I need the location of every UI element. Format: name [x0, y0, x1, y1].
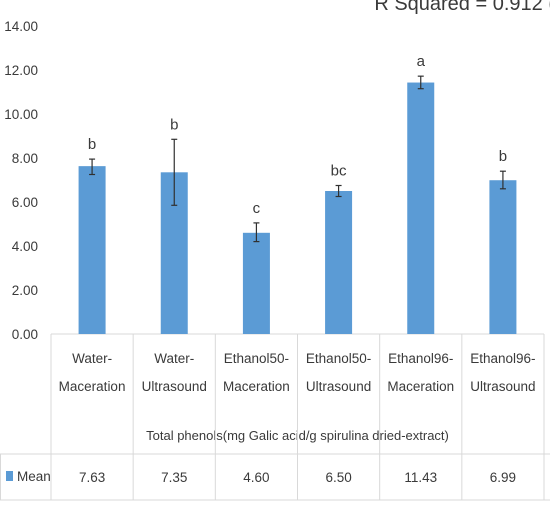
x-tick-label: Ethanol96- — [388, 351, 453, 366]
y-tick-label: 4.00 — [12, 239, 38, 254]
x-tick-label: Water- — [154, 351, 194, 366]
bar — [78, 166, 106, 334]
x-tick-label: Ethanol50- — [306, 351, 371, 366]
x-tick-label: Ethanol50- — [224, 351, 289, 366]
significance-letter: a — [417, 53, 426, 70]
bar — [325, 191, 353, 334]
x-tick-label: Ultrasound — [470, 379, 535, 394]
y-tick-label: 8.00 — [12, 151, 38, 166]
bar — [489, 180, 517, 334]
y-tick-label: 2.00 — [12, 283, 38, 298]
significance-letter: b — [170, 116, 178, 133]
significance-letter: c — [253, 200, 261, 217]
legend-label: Mean — [17, 469, 51, 484]
x-tick-label: Water- — [72, 351, 112, 366]
table-value: 6.50 — [325, 470, 351, 485]
bar — [407, 82, 435, 334]
legend-swatch — [6, 471, 13, 481]
table-value: 6.99 — [490, 470, 516, 485]
data-table: 7.63 7.35 4.60 6.50 11.43 6.99 Mean — [0, 334, 550, 501]
x-tick-label: Maceration — [387, 379, 454, 394]
x-tick-label: Ultrasound — [306, 379, 371, 394]
header-text: R Squared = 0.912 ( — [374, 0, 550, 15]
table-value: 7.35 — [161, 470, 187, 485]
table-value: 4.60 — [243, 470, 269, 485]
bar — [242, 232, 270, 334]
x-tick-label: Maceration — [59, 379, 126, 394]
significance-letter: b — [88, 136, 96, 153]
x-tick-label: Ethanol96- — [470, 351, 535, 366]
table-value: 7.63 — [79, 470, 105, 485]
significance-letter: bc — [331, 163, 347, 180]
y-tick-label: 10.00 — [4, 107, 38, 122]
table-value: 11.43 — [404, 470, 437, 485]
x-tick-label: Maceration — [223, 379, 290, 394]
y-tick-label: 14.00 — [4, 19, 38, 34]
significance-letter: b — [499, 148, 507, 165]
x-tick-label: Ultrasound — [142, 379, 207, 394]
y-tick-label: 0.00 — [12, 327, 38, 342]
y-tick-label: 6.00 — [12, 195, 38, 210]
y-tick-label: 12.00 — [4, 63, 38, 78]
